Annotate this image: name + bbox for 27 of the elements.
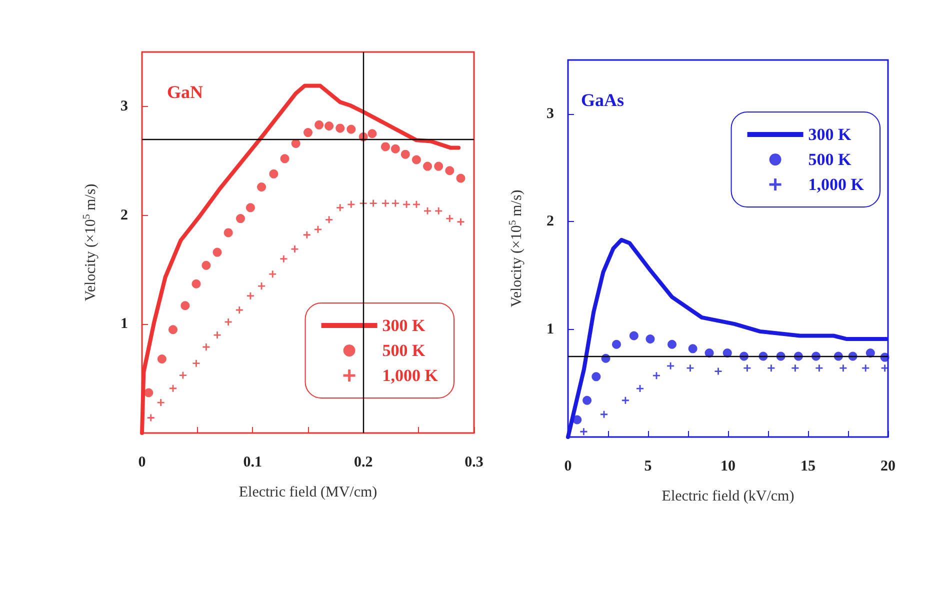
- x-tick-label: 15: [800, 458, 816, 474]
- x-tick-label: 0: [138, 454, 146, 470]
- y-tick-label: 3: [120, 98, 128, 114]
- text: GaN: [167, 82, 203, 102]
- legend-label: 300 K: [808, 125, 852, 144]
- x-tick-label: 0.1: [243, 454, 262, 470]
- y-tick-label: 1: [120, 316, 128, 332]
- x-tick-label: 0.2: [354, 454, 373, 470]
- y-tick-label: 2: [546, 214, 554, 230]
- legend-label: 500 K: [808, 150, 852, 169]
- y-tick-label: 3: [546, 106, 554, 122]
- legend-label: 300 K: [382, 316, 426, 335]
- legend-label: 500 K: [382, 341, 426, 360]
- y-axis-title: Velocity (×105 m/s): [82, 184, 99, 302]
- x-axis-title: Electric field (kV/cm): [662, 488, 794, 504]
- x-tick-label: 20: [880, 458, 896, 474]
- x-tick-label: 0.3: [464, 454, 484, 470]
- text: GaAs: [581, 90, 624, 110]
- x-tick-label: 5: [644, 458, 652, 474]
- x-tick-label: 10: [720, 458, 736, 474]
- legend-label: 1,000 K: [808, 175, 865, 194]
- x-tick-label: 0: [564, 458, 572, 474]
- y-tick-label: 1: [546, 321, 554, 338]
- x-axis-title: Electric field (MV/cm): [238, 484, 378, 500]
- y-axis-title: Velocity (×105 m/s): [508, 190, 525, 308]
- y-tick-label: 2: [120, 207, 128, 224]
- legend-label: 1,000 K: [382, 366, 439, 385]
